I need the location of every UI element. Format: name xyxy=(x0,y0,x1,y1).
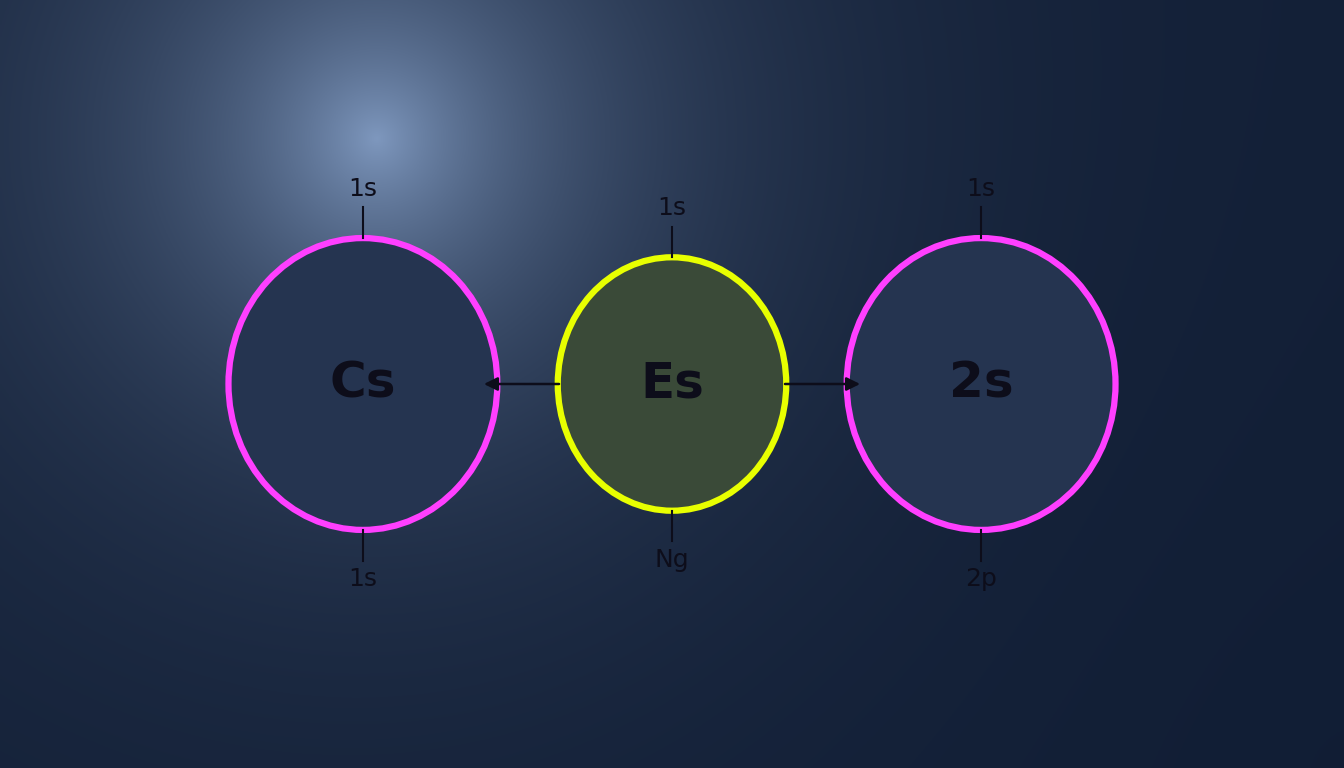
Text: Ng: Ng xyxy=(655,548,689,571)
Text: Cs: Cs xyxy=(329,360,396,408)
Text: 2s: 2s xyxy=(949,360,1013,408)
Ellipse shape xyxy=(847,238,1116,530)
Text: 1s: 1s xyxy=(966,177,996,201)
Text: 1s: 1s xyxy=(657,197,687,220)
Text: Es: Es xyxy=(640,360,704,408)
Text: 1s: 1s xyxy=(348,177,378,201)
Ellipse shape xyxy=(558,257,786,511)
Text: 1s: 1s xyxy=(348,567,378,591)
Text: 2p: 2p xyxy=(965,567,997,591)
Ellipse shape xyxy=(228,238,497,530)
